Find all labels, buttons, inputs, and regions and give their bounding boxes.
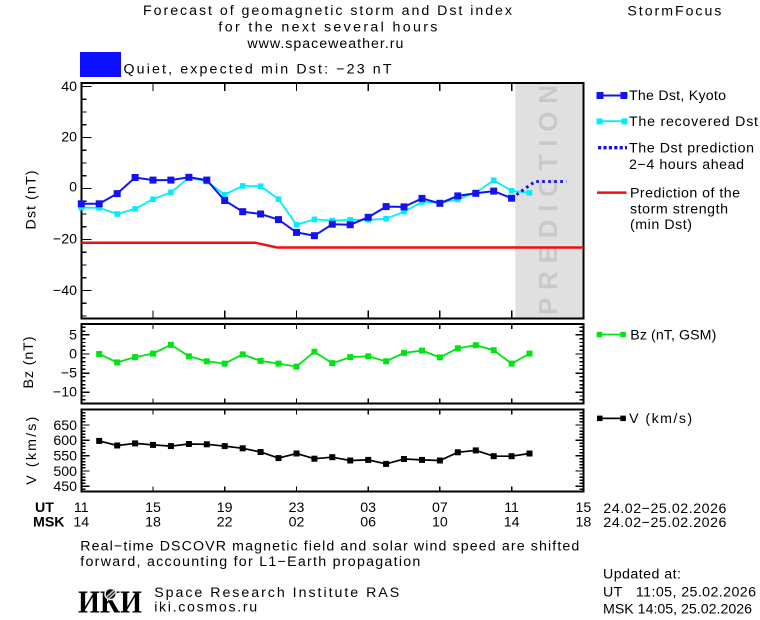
- svg-text:0: 0: [69, 180, 77, 196]
- svg-text:Dst (nT): Dst (nT): [24, 171, 40, 230]
- svg-text:iki.cosmos.ru: iki.cosmos.ru: [154, 600, 257, 616]
- svg-text:19: 19: [217, 500, 233, 516]
- svg-text:02: 02: [289, 515, 305, 531]
- svg-text:StormFocus: StormFocus: [627, 4, 721, 20]
- svg-text:The recovered Dst: The recovered Dst: [629, 114, 758, 130]
- svg-text:15: 15: [576, 500, 592, 516]
- svg-text:650: 650: [53, 418, 77, 434]
- svg-text:Space Research Institute RAS: Space Research Institute RAS: [154, 585, 399, 601]
- svg-text:23: 23: [289, 500, 305, 516]
- svg-text:40: 40: [61, 79, 77, 95]
- svg-text:11: 11: [504, 500, 519, 516]
- svg-text:The Dst prediction: The Dst prediction: [629, 141, 754, 157]
- svg-text:550: 550: [53, 448, 77, 464]
- svg-text:−40: −40: [53, 283, 77, 299]
- svg-text:www.spaceweather.ru: www.spaceweather.ru: [246, 36, 403, 52]
- svg-text:V (km/s): V (km/s): [24, 417, 40, 485]
- svg-text:storm strength: storm strength: [630, 202, 728, 218]
- svg-text:5: 5: [69, 328, 77, 344]
- svg-text:2−4 hours ahead: 2−4 hours ahead: [629, 157, 744, 173]
- svg-text:06: 06: [360, 515, 376, 531]
- svg-text:The Dst, Kyoto: The Dst, Kyoto: [629, 88, 726, 104]
- svg-text:18: 18: [576, 515, 592, 531]
- svg-text:18: 18: [145, 515, 161, 531]
- svg-text:UT 11:05, 25.02.2026: UT 11:05, 25.02.2026: [603, 585, 756, 601]
- svg-text:−5: −5: [61, 366, 77, 382]
- svg-text:Quiet, expected min Dst: −23 n: Quiet, expected min Dst: −23 nT: [124, 62, 392, 78]
- svg-text:Updated at:: Updated at:: [603, 567, 681, 583]
- svg-text:10: 10: [432, 515, 448, 531]
- svg-text:−10: −10: [53, 385, 77, 401]
- svg-text:V (km/s): V (km/s): [629, 411, 692, 427]
- svg-text:Prediction of the: Prediction of the: [630, 186, 740, 202]
- svg-text:600: 600: [53, 433, 77, 449]
- svg-text:22: 22: [217, 515, 233, 531]
- svg-text:for the next several hours: for the next several hours: [218, 20, 437, 36]
- svg-text:forward, accounting for L1−Ear: forward, accounting for L1−Earth propaga…: [80, 554, 420, 570]
- svg-text:0: 0: [69, 347, 77, 363]
- svg-text:MSK 14:05, 25.02.2026: MSK 14:05, 25.02.2026: [603, 602, 752, 618]
- svg-text:Bz (nT, GSM): Bz (nT, GSM): [630, 328, 716, 344]
- svg-text:(min Dst): (min Dst): [630, 217, 692, 233]
- svg-text:MSK: MSK: [33, 515, 65, 531]
- svg-text:11: 11: [74, 500, 89, 516]
- svg-text:Real−time DSCOVR magnetic fiel: Real−time DSCOVR magnetic field and sola…: [80, 539, 579, 555]
- svg-text:450: 450: [53, 479, 77, 495]
- svg-text:500: 500: [53, 464, 77, 480]
- svg-text:15: 15: [145, 500, 161, 516]
- svg-text:14: 14: [73, 515, 89, 531]
- svg-text:Bz (nT): Bz (nT): [21, 337, 37, 389]
- svg-text:14: 14: [504, 515, 520, 531]
- svg-text:UT: UT: [35, 500, 54, 516]
- svg-text:03: 03: [360, 500, 376, 516]
- svg-text:24.02−25.02.2026: 24.02−25.02.2026: [603, 501, 726, 517]
- svg-text:20: 20: [61, 130, 77, 146]
- svg-text:24.02−25.02.2026: 24.02−25.02.2026: [603, 515, 726, 531]
- svg-text:−20: −20: [53, 232, 77, 248]
- svg-text:07: 07: [432, 500, 448, 516]
